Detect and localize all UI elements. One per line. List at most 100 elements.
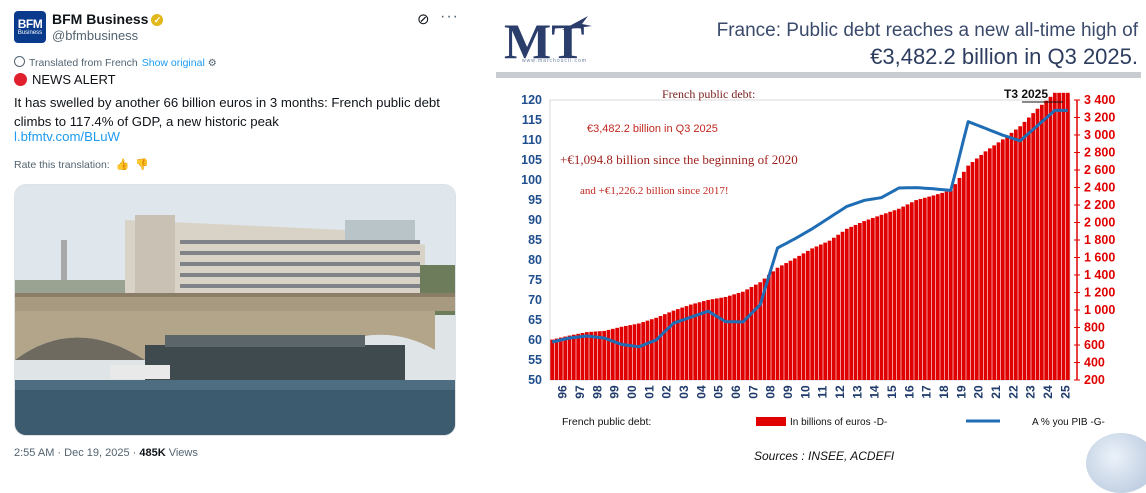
debt-bar <box>1018 126 1023 380</box>
x-axis-tick-label: 25 <box>1058 385 1072 399</box>
x-axis-tick-label: 15 <box>885 385 899 399</box>
debt-bar <box>658 315 663 380</box>
left-axis-tick-label: 100 <box>521 173 542 187</box>
debt-bar <box>944 191 949 380</box>
x-axis-tick-label: 02 <box>660 385 674 399</box>
debt-bar <box>684 306 689 380</box>
left-axis-tick-label: 110 <box>522 133 542 147</box>
debt-bar <box>558 337 563 380</box>
debt-bar <box>818 244 823 380</box>
x-axis-tick-label: 99 <box>608 385 622 399</box>
right-axis-tick-label: 400 <box>1084 356 1105 370</box>
debt-bar <box>714 298 719 380</box>
debt-bar <box>797 255 802 380</box>
debt-bar <box>697 302 702 380</box>
right-axis-tick-label: 3 000 <box>1084 128 1115 142</box>
debt-bar <box>870 217 875 380</box>
debt-bar <box>892 210 897 380</box>
right-axis-tick-label: 1 400 <box>1084 268 1115 282</box>
more-options-icon[interactable]: ··· <box>440 8 459 25</box>
x-axis-tick-label: 09 <box>781 385 795 399</box>
right-axis-tick-label: 1 600 <box>1084 251 1115 265</box>
debt-bar <box>1039 104 1044 381</box>
legend-line-label: A % you PIB -G- <box>1032 417 1105 428</box>
x-axis-tick-label: 12 <box>833 385 847 399</box>
right-axis-tick-label: 800 <box>1084 321 1105 335</box>
alert-label: NEWS ALERT <box>32 72 116 87</box>
rate-translation: Rate this translation: 👍 👎 <box>14 158 149 171</box>
photo-building-bridge <box>15 185 455 435</box>
right-axis-tick-label: 1 000 <box>1084 303 1115 317</box>
debt-bar <box>619 326 624 380</box>
x-axis-tick-label: 22 <box>1006 385 1020 399</box>
debt-bar <box>675 309 680 380</box>
tweet-photo[interactable] <box>14 184 456 436</box>
debt-bar <box>593 331 598 380</box>
debt-bar <box>623 325 628 380</box>
debt-bar <box>736 293 741 380</box>
left-axis-tick-label: 65 <box>528 313 542 327</box>
debt-bar <box>831 237 836 380</box>
gear-icon[interactable]: ⚙ <box>207 58 217 69</box>
debt-bar <box>649 319 654 380</box>
right-axis-tick-label: 600 <box>1084 338 1105 352</box>
debt-bar <box>801 253 806 380</box>
grok-icon[interactable]: ⊘ <box>417 11 430 28</box>
debt-bar <box>1031 113 1036 380</box>
right-axis-tick-label: 1 800 <box>1084 233 1115 247</box>
debt-bar <box>710 299 715 380</box>
right-axis-tick-label: 3 200 <box>1084 111 1115 125</box>
x-axis-tick-label: 11 <box>816 385 830 398</box>
debt-bar <box>896 208 901 380</box>
debt-bar <box>779 265 784 380</box>
x-axis-tick-label: 13 <box>850 385 864 399</box>
views-label: Views <box>168 447 198 459</box>
x-axis-tick-label: 23 <box>1024 385 1038 399</box>
account-name[interactable]: BFM Business ✓ <box>52 11 164 27</box>
avatar-subtext: Business <box>17 29 43 36</box>
tweet-text: It has swelled by another 66 billion eur… <box>14 95 440 129</box>
avatar[interactable]: BFM Business <box>14 11 46 43</box>
debt-gdp-line <box>551 108 1068 349</box>
x-axis-tick-label: 20 <box>972 385 986 399</box>
debt-bar <box>597 331 602 380</box>
left-axis-tick-label: 85 <box>528 233 542 247</box>
headline-line2: €3,482.2 billion in Q3 2025. <box>870 44 1138 69</box>
debt-bar <box>996 142 1001 380</box>
debt-bar <box>957 177 962 380</box>
left-axis-tick-label: 70 <box>528 293 542 307</box>
x-axis-tick-label: 10 <box>798 385 812 399</box>
debt-bar <box>662 314 667 380</box>
right-axis-tick-label: 200 <box>1084 373 1105 387</box>
translation-notice: Translated from French Show original ⚙ <box>14 56 217 69</box>
annotation-line2: +€1,094.8 billion since the beginning of… <box>560 152 798 167</box>
left-axis-tick-label: 115 <box>522 113 542 127</box>
x-axis-tick-label: 19 <box>954 385 968 399</box>
thumbs-down-icon[interactable]: 👎 <box>135 159 150 171</box>
tweet-link[interactable]: l.bfmtv.com/BLuW <box>14 129 121 144</box>
debt-bar <box>602 330 607 380</box>
debt-bar <box>1022 121 1027 380</box>
latest-label: T3 2025 <box>1004 87 1048 101</box>
right-axis-tick-label: 2 800 <box>1084 146 1115 160</box>
debt-bar <box>970 162 975 380</box>
thumbs-up-icon[interactable]: 👍 <box>115 159 130 171</box>
x-axis-tick-label: 01 <box>642 385 656 399</box>
debt-bar <box>576 333 581 380</box>
debt-bar <box>610 328 615 380</box>
debt-bar <box>580 332 585 380</box>
debt-bar <box>1026 117 1031 380</box>
timestamp[interactable]: 2:55 AM · Dec 19, 2025 · <box>14 447 140 459</box>
debt-bar <box>883 213 888 380</box>
show-original-link[interactable]: Show original <box>141 57 205 69</box>
debt-bar <box>974 158 979 380</box>
alert-line: NEWS ALERT <box>14 72 116 87</box>
x-axis-tick-label: 08 <box>764 385 778 399</box>
legend-bar-label: In billions of euros -D- <box>790 417 887 428</box>
debt-bar <box>905 204 910 380</box>
globe-decoration <box>1086 433 1146 493</box>
debt-bar <box>836 234 841 380</box>
annotation-line1: €3,482.2 billion in Q3 2025 <box>587 123 718 135</box>
left-axis-tick-label: 90 <box>528 213 542 227</box>
account-handle[interactable]: @bfmbusiness <box>52 28 139 43</box>
